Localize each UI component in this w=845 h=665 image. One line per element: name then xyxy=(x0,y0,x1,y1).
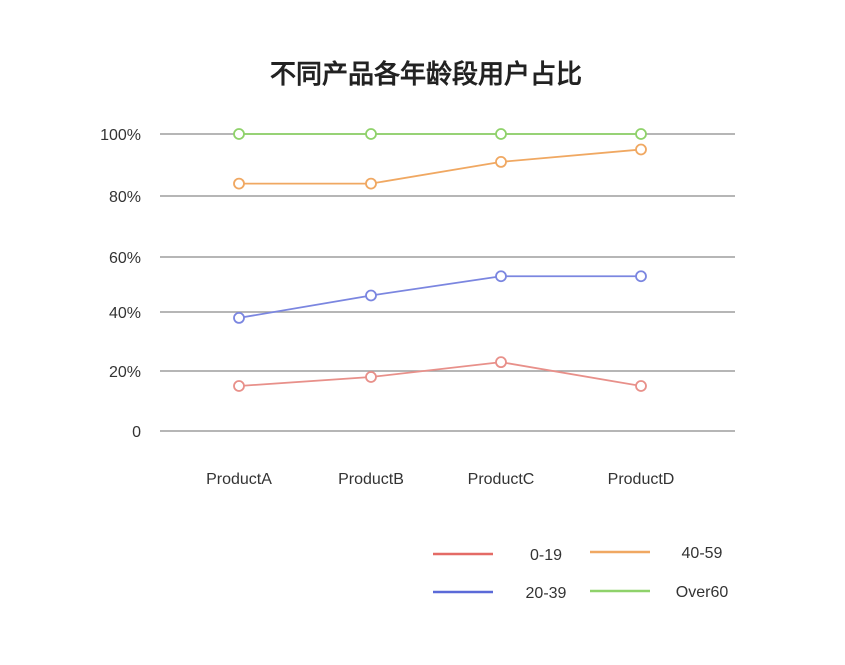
y-tick-label: 100% xyxy=(100,127,141,144)
legend: 0-19 20-39 40-59 Over60 xyxy=(433,545,728,602)
y-tick-label: 60% xyxy=(109,250,141,267)
y-tick-label: 20% xyxy=(109,364,141,381)
x-tick-label: ProductD xyxy=(608,471,675,488)
legend-item-0-19[interactable]: 0-19 xyxy=(433,547,562,564)
data-point[interactable] xyxy=(635,270,647,283)
y-axis-ticks: 0 20% 40% 60% 80% 100% xyxy=(100,127,141,441)
data-point[interactable] xyxy=(365,371,377,383)
data-point[interactable] xyxy=(635,128,647,140)
data-point[interactable] xyxy=(233,177,245,190)
data-point[interactable] xyxy=(495,356,507,369)
series-line xyxy=(238,361,642,387)
data-point[interactable] xyxy=(495,270,507,283)
data-point[interactable] xyxy=(635,143,647,156)
data-point[interactable] xyxy=(365,128,377,140)
legend-item-40-59[interactable]: 40-59 xyxy=(590,545,723,562)
data-point[interactable] xyxy=(495,155,507,168)
data-point[interactable] xyxy=(233,128,245,140)
legend-label: 0-19 xyxy=(530,547,562,564)
x-axis-ticks: ProductA ProductB ProductC ProductD xyxy=(206,471,674,488)
y-tick-label: 0 xyxy=(132,424,141,441)
series-over60 xyxy=(233,128,647,140)
chart-title: 不同产品各年龄段用户占比 xyxy=(270,59,582,90)
legend-item-20-39[interactable]: 20-39 xyxy=(433,585,567,602)
series-40-59 xyxy=(233,143,647,190)
data-point[interactable] xyxy=(365,177,377,190)
data-point[interactable] xyxy=(233,380,245,392)
y-tick-label: 80% xyxy=(109,189,141,206)
data-point[interactable] xyxy=(233,311,245,324)
series-line xyxy=(238,275,641,319)
data-point[interactable] xyxy=(365,289,377,302)
legend-item-over60[interactable]: Over60 xyxy=(590,584,728,601)
legend-label: 20-39 xyxy=(526,585,567,602)
data-point[interactable] xyxy=(635,380,647,392)
x-tick-label: ProductA xyxy=(206,471,272,488)
y-tick-label: 40% xyxy=(109,305,141,322)
legend-label: 40-59 xyxy=(682,545,723,562)
legend-label: Over60 xyxy=(676,584,729,601)
series-line xyxy=(239,148,642,185)
x-tick-label: ProductB xyxy=(338,471,404,488)
grid-lines xyxy=(160,133,735,432)
series-group xyxy=(233,128,647,392)
series-0-19 xyxy=(233,356,647,392)
series-20-39 xyxy=(233,270,647,324)
data-point[interactable] xyxy=(495,128,507,140)
x-tick-label: ProductC xyxy=(468,471,535,488)
